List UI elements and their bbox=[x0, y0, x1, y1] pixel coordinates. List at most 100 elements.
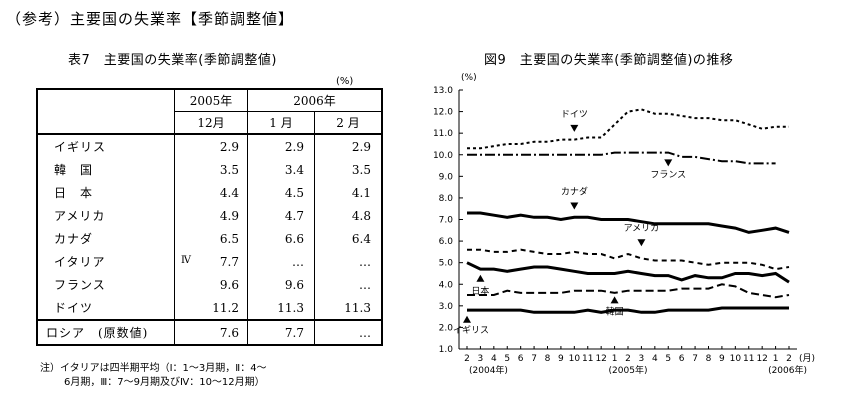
series-label-日本: 日本 bbox=[471, 285, 489, 297]
table-row: イタリア Ⅳ 7.7 … … bbox=[37, 250, 382, 273]
value-cell: … bbox=[247, 250, 315, 273]
value-cell: 11.3 bbox=[247, 296, 315, 320]
y-tick-label: 4.0 bbox=[439, 280, 454, 290]
x-tick-label: 7 bbox=[692, 354, 698, 364]
country-label: 日 本 bbox=[54, 186, 94, 200]
value-cell: … bbox=[314, 250, 382, 273]
x-tick-label: 9 bbox=[719, 354, 725, 364]
country-label: アメリカ bbox=[54, 209, 106, 223]
value-cell: Ⅳ 7.7 bbox=[174, 250, 248, 273]
year-label-2005: (2005年) bbox=[609, 364, 648, 376]
table-row: イギリス 2.9 2.9 2.9 bbox=[37, 134, 382, 158]
marker-triangle bbox=[637, 239, 646, 247]
x-tick-label: 2 bbox=[625, 354, 631, 364]
series-label-イギリス: イギリス bbox=[453, 325, 489, 336]
value-cell: 7.6 bbox=[174, 319, 248, 345]
year-header-2006: 2006年 bbox=[247, 89, 382, 112]
month-header-jan: 1 月 bbox=[247, 111, 315, 135]
x-tick-label: 10 bbox=[569, 354, 581, 364]
month-header-feb: 2 月 bbox=[314, 111, 382, 135]
x-tick-label: 10 bbox=[730, 354, 742, 364]
y-tick-label: 3.0 bbox=[439, 302, 454, 312]
value-cell: 4.1 bbox=[314, 181, 382, 204]
y-tick-label: 9.0 bbox=[439, 172, 454, 182]
series-label-ドイツ: ドイツ bbox=[561, 110, 588, 120]
marker-triangle bbox=[570, 124, 579, 132]
marker-triangle bbox=[570, 202, 579, 210]
table-corner-cell bbox=[37, 89, 175, 135]
x-tick-label: 5 bbox=[665, 354, 671, 364]
value-cell: 6.5 bbox=[174, 227, 248, 250]
value-cell: 4.7 bbox=[247, 204, 315, 227]
y-tick-label: 6.0 bbox=[439, 237, 454, 247]
table-row: アメリカ 4.9 4.7 4.8 bbox=[37, 204, 382, 227]
x-tick-label: 1 bbox=[612, 354, 618, 364]
x-tick-label: 8 bbox=[706, 354, 712, 364]
country-label: ドイツ bbox=[54, 301, 94, 315]
value-cell: 9.6 bbox=[247, 273, 315, 296]
country-label: イタリア bbox=[54, 255, 106, 269]
year-label-2006: (2006年) bbox=[768, 364, 807, 376]
value-cell: 4.8 bbox=[314, 204, 382, 227]
x-tick-label: 4 bbox=[491, 354, 497, 364]
x-tick-label: 12 bbox=[756, 354, 767, 364]
marker-triangle bbox=[463, 315, 471, 323]
x-axis-unit: (月) bbox=[799, 353, 815, 364]
y-tick-label: 10.0 bbox=[433, 151, 453, 161]
month-header-dec: 12月 bbox=[174, 111, 248, 135]
value-cell: 6.6 bbox=[247, 227, 315, 250]
value-cell: 3.5 bbox=[314, 158, 382, 181]
table-row: 韓 国 3.5 3.4 3.5 bbox=[37, 158, 382, 181]
value-cell: 4.9 bbox=[174, 204, 248, 227]
series-label-カナダ: カナダ bbox=[561, 186, 588, 198]
y-tick-label: 5.0 bbox=[439, 259, 454, 269]
table-note: 注）イタリアは四半期平均（Ⅰ：1～3月期，Ⅱ：4～ 6月期，Ⅲ：7～9月期及びⅣ… bbox=[40, 362, 267, 390]
value-cell: 6.4 bbox=[314, 227, 382, 250]
note-line-1: 注）イタリアは四半期平均（Ⅰ：1～3月期，Ⅱ：4～ bbox=[40, 363, 267, 374]
table-unit: (%) bbox=[336, 76, 354, 87]
y-tick-label: 2.0 bbox=[439, 323, 454, 333]
country-label: ロシア (原数値) bbox=[37, 319, 175, 345]
value-cell: 3.4 bbox=[247, 158, 315, 181]
x-tick-label: 6 bbox=[679, 354, 685, 364]
country-label: 韓 国 bbox=[54, 163, 94, 177]
value-cell: … bbox=[314, 319, 382, 345]
x-tick-label: 6 bbox=[518, 354, 524, 364]
y-tick-label: 11.0 bbox=[433, 129, 453, 139]
country-label: フランス bbox=[54, 278, 106, 292]
x-tick-label: 8 bbox=[545, 354, 551, 364]
value-text: 7.7 bbox=[219, 254, 239, 269]
y-tick-label: 7.0 bbox=[439, 216, 454, 226]
value-cell: 11.2 bbox=[174, 296, 248, 320]
table-title: 表7 主要国の失業率(季節調整値) bbox=[68, 53, 277, 68]
table-row: 日 本 4.4 4.5 4.1 bbox=[37, 181, 382, 204]
table-row-russia: ロシア (原数値) 7.6 7.7 … bbox=[37, 319, 382, 345]
x-tick-label: 5 bbox=[504, 354, 510, 364]
value-cell: … bbox=[314, 273, 382, 296]
chart-title: 図9 主要国の失業率(季節調整値)の推移 bbox=[484, 53, 734, 68]
value-cell: 3.5 bbox=[174, 158, 248, 181]
value-cell: 4.5 bbox=[247, 181, 315, 204]
series-label-アメリカ: アメリカ bbox=[624, 223, 660, 234]
value-cell: 4.4 bbox=[174, 181, 248, 204]
x-tick-label: 7 bbox=[531, 354, 537, 364]
series-line-カナダ bbox=[467, 211, 790, 234]
x-tick-label: 4 bbox=[652, 354, 658, 364]
note-line-2: 6月期，Ⅲ：7～9月期及びⅣ：10～12月期） bbox=[64, 377, 265, 388]
x-tick-label: 2 bbox=[464, 354, 470, 364]
series-line-ドイツ bbox=[467, 108, 789, 150]
table-row: ドイツ 11.2 11.3 11.3 bbox=[37, 296, 382, 320]
marker-triangle bbox=[610, 296, 619, 304]
value-cell: 2.9 bbox=[247, 134, 315, 158]
y-tick-label: 1.0 bbox=[439, 345, 454, 355]
x-tick-label: 11 bbox=[582, 354, 593, 364]
value-cell: 2.9 bbox=[174, 134, 248, 158]
series-line-イギリス bbox=[467, 306, 789, 314]
marker-triangle bbox=[476, 274, 485, 282]
marker-triangle bbox=[664, 159, 673, 167]
value-cell: 7.7 bbox=[247, 319, 315, 345]
year-label-2004: (2004年) bbox=[469, 364, 508, 376]
table-row: カナダ 6.5 6.6 6.4 bbox=[37, 227, 382, 250]
series-line-アメリカ bbox=[467, 248, 790, 271]
